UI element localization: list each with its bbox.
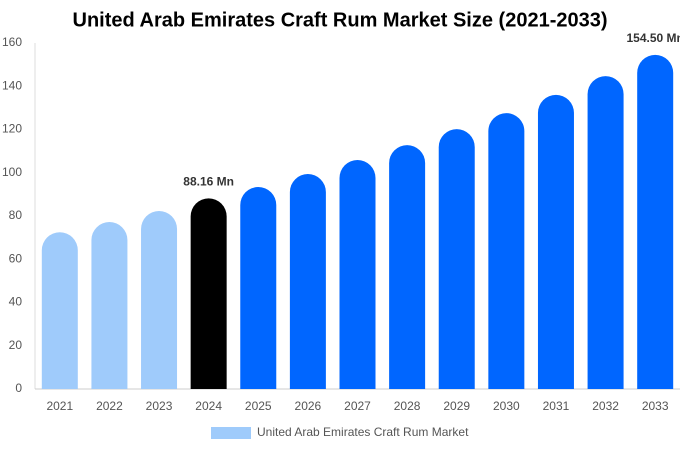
x-tick-label: 2033 xyxy=(642,399,669,413)
y-tick-label: 40 xyxy=(9,295,23,309)
bar xyxy=(587,76,624,390)
x-tick-label: 2032 xyxy=(592,399,619,413)
bar xyxy=(91,222,128,389)
bar xyxy=(141,211,178,389)
y-tick-label: 60 xyxy=(9,251,23,265)
y-tick-label: 120 xyxy=(2,122,22,136)
y-tick-label: 20 xyxy=(9,338,23,352)
bar xyxy=(637,54,674,390)
legend-swatch xyxy=(211,427,251,439)
value-label: 88.16 Mn xyxy=(183,175,234,189)
x-tick-label: 2029 xyxy=(443,399,470,413)
chart-title: United Arab Emirates Craft Rum Market Si… xyxy=(73,9,608,31)
bar xyxy=(488,113,525,390)
x-tick-label: 2026 xyxy=(295,399,322,413)
bar xyxy=(389,145,426,389)
value-label: 154.50 Mn xyxy=(627,31,680,45)
x-tick-label: 2022 xyxy=(96,399,123,413)
x-tick-label: 2028 xyxy=(394,399,421,413)
x-tick-label: 2025 xyxy=(245,399,272,413)
bar xyxy=(339,159,376,389)
bar xyxy=(240,187,277,389)
bar xyxy=(41,232,78,389)
x-tick-label: 2027 xyxy=(344,399,371,413)
x-tick-label: 2023 xyxy=(146,399,173,413)
x-tick-label: 2031 xyxy=(543,399,570,413)
bar xyxy=(537,94,574,389)
x-tick-label: 2021 xyxy=(46,399,73,413)
y-tick-label: 100 xyxy=(2,165,22,179)
y-tick-label: 0 xyxy=(15,381,22,395)
bar xyxy=(438,129,475,389)
y-tick-label: 140 xyxy=(2,78,22,92)
bar xyxy=(289,174,326,389)
y-tick-label: 160 xyxy=(2,35,22,49)
legend-label: United Arab Emirates Craft Rum Market xyxy=(257,425,469,439)
bar xyxy=(190,198,227,389)
y-tick-label: 80 xyxy=(9,208,23,222)
x-tick-label: 2030 xyxy=(493,399,520,413)
x-tick-label: 2024 xyxy=(195,399,222,413)
